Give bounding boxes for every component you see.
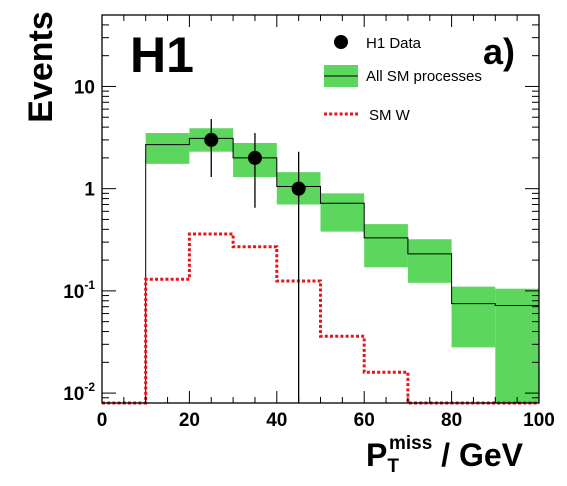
data-point [204,132,219,147]
x-axis-title-unit: / GeV [432,437,523,473]
x-axis-title-sup: miss [389,433,432,454]
x-axis-title-main: P [366,437,387,473]
y-tick-label: 1 [84,180,95,201]
y-tick-label: 10-2 [63,380,95,405]
data-points [204,119,306,403]
legend-marker-data [334,35,348,49]
panel-label: a) [483,31,515,72]
legend-label-sm: All SM processes [366,68,482,85]
sm-band-bin [407,239,452,283]
y-tick-label: 10-1 [63,278,95,303]
sm-uncertainty-bands [145,128,539,403]
x-tick-label: 40 [266,410,287,431]
sm-band-bin [495,288,539,403]
sm-band-bin [145,133,190,164]
x-tick-label: 0 [97,410,108,431]
sm-total-line [102,137,539,404]
data-point [247,150,262,165]
y-axis-title: Events [22,11,60,123]
data-point [291,181,306,196]
x-tick-label: 100 [523,410,555,431]
sm-band-bin [320,193,365,232]
legend-label-data: H1 Data [366,35,422,52]
x-tick-labels: 0 20 40 60 80 100 [97,410,555,431]
sm-band-bin [451,286,496,348]
x-axis-title: PTmiss / GeV [366,433,524,477]
y-tick-label: 10 [74,77,95,98]
legend-label-w: SM W [369,107,411,124]
sm-band-bin [364,224,408,268]
x-tick-label: 60 [354,410,375,431]
axis-ticks [101,14,540,404]
y-tick-labels: 10-2 10-1 1 10 [63,77,95,405]
experiment-label: H1 [130,27,194,83]
x-axis-title-sub: T [387,456,399,477]
x-tick-label: 80 [441,410,462,431]
x-tick-label: 20 [179,410,200,431]
legend: H1 Data All SM processes SM W [324,35,482,124]
